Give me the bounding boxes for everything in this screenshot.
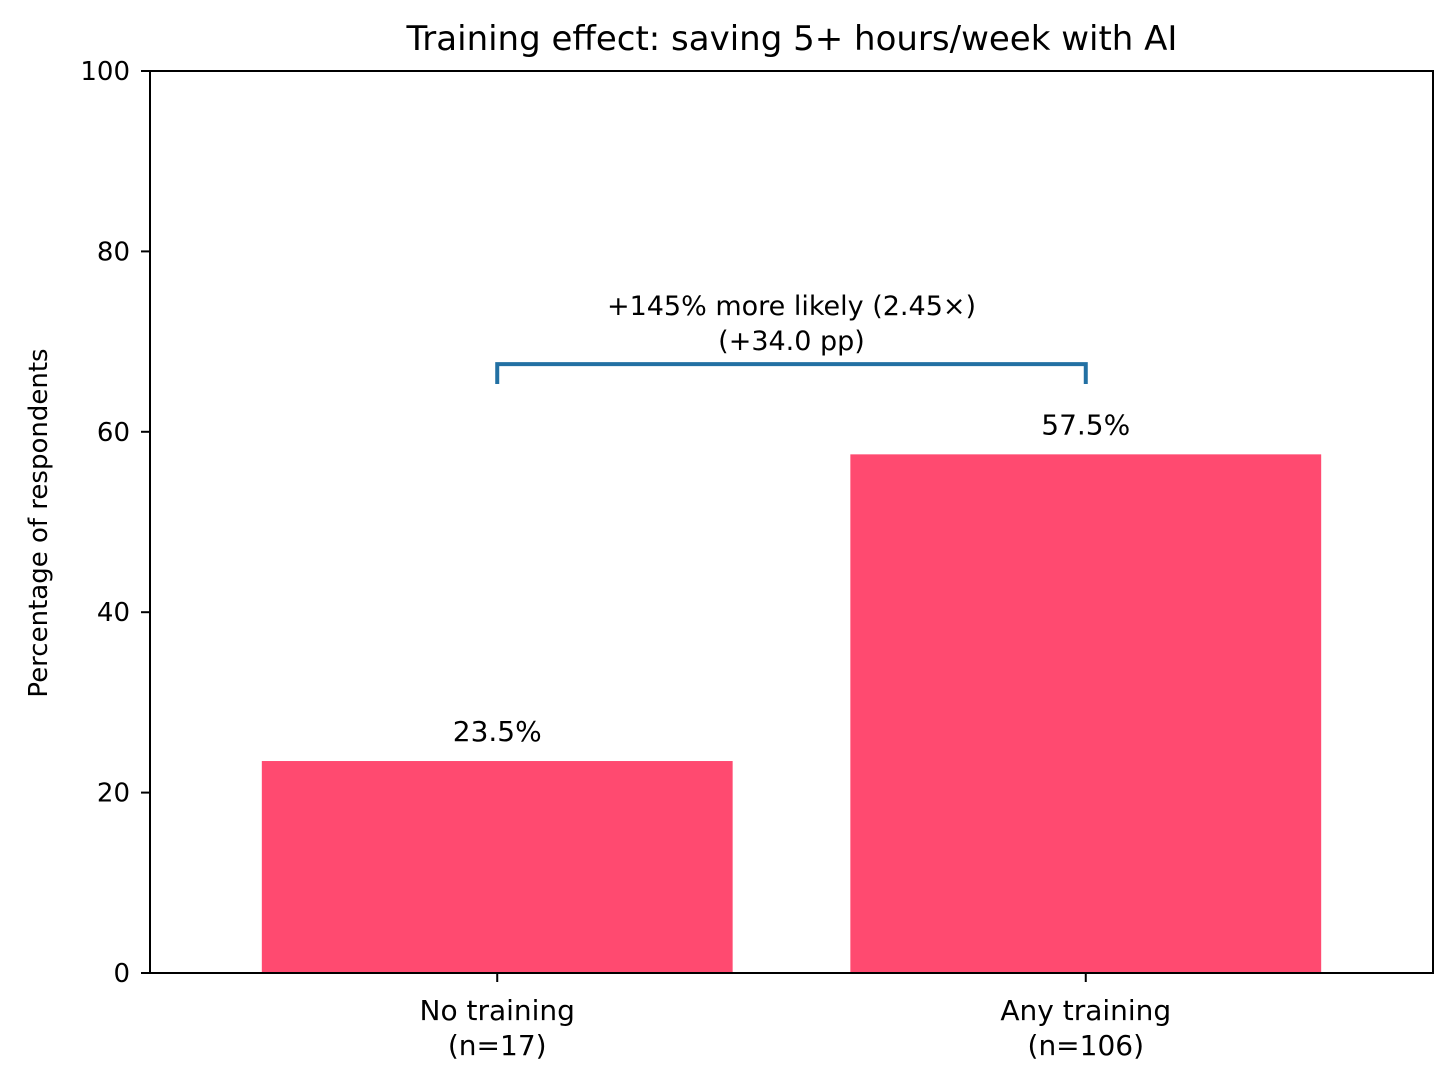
y-tick-label: 20 [97, 779, 130, 809]
bar [261, 761, 733, 973]
y-tick-label: 80 [97, 237, 130, 267]
bar [850, 454, 1322, 974]
y-tick-label: 40 [97, 598, 130, 628]
bar-value-label: 23.5% [453, 715, 542, 748]
y-axis: 0 20 40 60 80 100 [80, 57, 150, 989]
y-tick-label: 60 [97, 418, 130, 448]
x-tick-label-count: (n=106) [1028, 1029, 1145, 1062]
x-tick-label: No training [420, 994, 575, 1027]
bars-group: 23.5% 57.5% [261, 408, 1322, 974]
annotation-line-1: +145% more likely (2.45×) [607, 291, 976, 322]
y-axis-label: Percentage of respondents [24, 348, 54, 697]
comparison-bracket [495, 362, 1088, 384]
chart-title: Training effect: saving 5+ hours/week wi… [406, 19, 1178, 59]
comparison-annotation: +145% more likely (2.45×) (+34.0 pp) [495, 291, 1088, 384]
plot-frame [149, 70, 1434, 974]
y-tick-label: 0 [113, 959, 130, 989]
y-tick-label: 100 [80, 57, 130, 87]
annotation-line-2: (+34.0 pp) [718, 326, 865, 357]
x-axis: No training(n=17) Any training(n=106) [420, 973, 1171, 1062]
x-tick-label-count: (n=17) [448, 1029, 547, 1062]
bar-value-label: 57.5% [1041, 408, 1130, 441]
x-tick-label: Any training [1000, 994, 1171, 1027]
